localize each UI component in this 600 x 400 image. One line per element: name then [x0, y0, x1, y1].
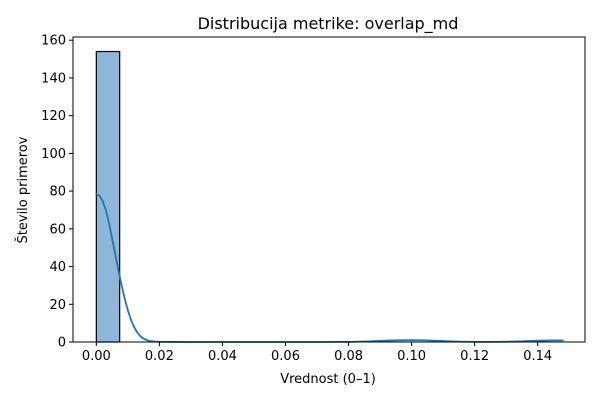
y-tick-label: 160 [41, 34, 66, 49]
x-tick-label: 0.08 [334, 349, 363, 364]
x-tick-label: 0.10 [397, 349, 426, 364]
chart-title: Distribucija metrike: overlap_md [198, 14, 459, 34]
y-tick-label: 120 [41, 109, 66, 124]
axes-frame [72, 36, 586, 343]
y-tick-label: 100 [41, 147, 66, 162]
x-tick-label: 0.12 [460, 349, 489, 364]
x-tick-label: 0.14 [523, 349, 552, 364]
y-tick-label: 140 [41, 71, 66, 86]
y-tick-label: 40 [49, 260, 66, 275]
y-tick-label: 20 [49, 298, 66, 313]
x-tick-label: 0.00 [82, 349, 111, 364]
x-tick-label: 0.02 [145, 349, 174, 364]
y-tick-label: 80 [49, 185, 66, 200]
x-axis-label: Vrednost (0–1) [280, 372, 376, 387]
y-axis-label: Število primerov [15, 136, 31, 243]
x-tick-label: 0.04 [208, 349, 237, 364]
plot-area: 0.00 0.02 0.04 0.06 0.08 0.10 0.12 0.14 0 20 40 60 8… [41, 34, 586, 364]
y-tick-label: 0 [58, 336, 66, 351]
x-tick-label: 0.06 [271, 349, 300, 364]
y-tick-label: 60 [49, 222, 66, 237]
